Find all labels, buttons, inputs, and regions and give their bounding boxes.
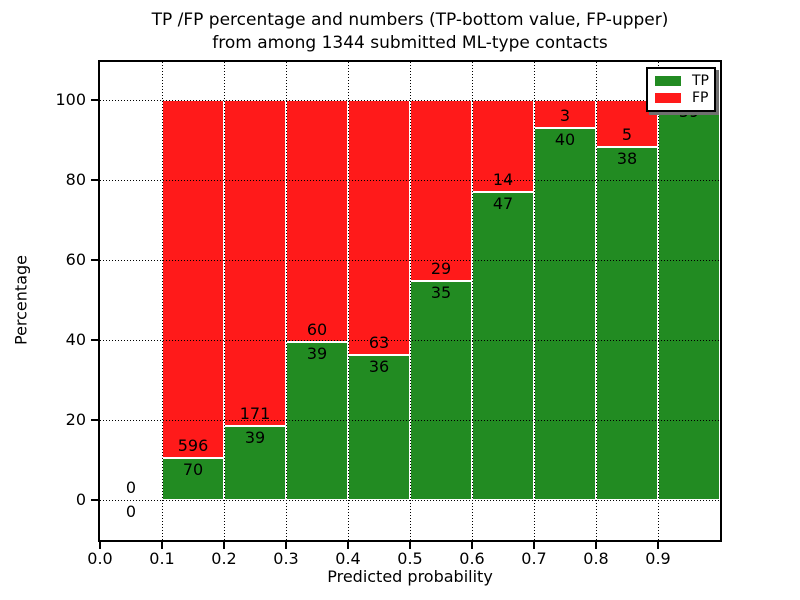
plot-area: 0059670171396039633629351447340538059 bbox=[100, 62, 720, 540]
legend: TP FP bbox=[646, 67, 716, 112]
bar-segment-tp bbox=[286, 342, 348, 500]
x-tick bbox=[409, 542, 411, 549]
bar-segment-tp bbox=[596, 146, 658, 500]
bar-segment-tp bbox=[472, 191, 534, 500]
bar-label-tp: 36 bbox=[368, 356, 390, 376]
bar-segment-tp bbox=[224, 425, 286, 500]
x-tick bbox=[657, 542, 659, 549]
x-tick-label: 0.0 bbox=[87, 549, 113, 568]
bar-label-fp: 29 bbox=[430, 259, 452, 279]
x-tick-label: 0.5 bbox=[397, 549, 423, 568]
bar-segment-tp bbox=[410, 281, 472, 500]
bar-segment-tp bbox=[162, 457, 224, 500]
legend-swatch-tp bbox=[655, 75, 681, 86]
bar-label-tp: 0 bbox=[125, 502, 137, 521]
bar-segment-tp bbox=[348, 354, 410, 500]
y-tick bbox=[91, 339, 98, 341]
x-tick bbox=[471, 542, 473, 549]
bar-label-fp: 63 bbox=[368, 332, 390, 352]
y-tick bbox=[91, 499, 98, 501]
bar-label-tp: 70 bbox=[182, 459, 204, 479]
legend-entry-tp: TP bbox=[648, 74, 714, 88]
bar-label-tp: 39 bbox=[244, 427, 266, 447]
chart-title-line1: TP /FP percentage and numbers (TP-bottom… bbox=[151, 10, 669, 30]
x-tick-label: 0.2 bbox=[211, 549, 237, 568]
bar-label-tp: 39 bbox=[306, 344, 328, 364]
bar-label-tp: 40 bbox=[554, 129, 576, 149]
x-tick bbox=[595, 542, 597, 549]
legend-label-tp: TP bbox=[692, 72, 709, 89]
gridline-vertical bbox=[348, 62, 349, 540]
x-tick-label: 0.6 bbox=[459, 549, 485, 568]
bar-label-tp: 38 bbox=[616, 148, 638, 168]
y-tick-label: 0 bbox=[75, 490, 86, 509]
chart-title: TP /FP percentage and numbers (TP-bottom… bbox=[100, 9, 720, 55]
y-tick bbox=[91, 419, 98, 421]
x-tick-label: 0.7 bbox=[521, 549, 547, 568]
chart-title-line2: from among 1344 submitted ML-type contac… bbox=[212, 33, 608, 53]
bar-label-tp: 47 bbox=[492, 193, 514, 213]
gridline-vertical bbox=[472, 62, 473, 540]
x-tick bbox=[223, 542, 225, 549]
x-tick-label: 0.8 bbox=[583, 549, 609, 568]
x-tick-label: 0.3 bbox=[273, 549, 299, 568]
x-tick bbox=[347, 542, 349, 549]
bar-segment-fp bbox=[286, 100, 348, 343]
bar-segment-tp bbox=[658, 100, 720, 500]
bar-label-fp: 171 bbox=[239, 403, 271, 423]
bar-label-fp: 0 bbox=[125, 478, 137, 497]
bar-label-tp: 35 bbox=[430, 283, 452, 303]
bar-label-fp: 14 bbox=[492, 169, 514, 189]
gridline-vertical bbox=[410, 62, 411, 540]
legend-label-fp: FP bbox=[692, 90, 709, 107]
x-axis-label: Predicted probability bbox=[327, 567, 493, 586]
gridline-vertical bbox=[162, 62, 163, 540]
gridline-vertical bbox=[534, 62, 535, 540]
x-tick-label: 0.9 bbox=[645, 549, 671, 568]
gridline-vertical bbox=[224, 62, 225, 540]
x-tick-label: 0.1 bbox=[149, 549, 175, 568]
bar-segment-fp bbox=[162, 100, 224, 458]
gridline-vertical bbox=[596, 62, 597, 540]
x-tick bbox=[533, 542, 535, 549]
y-tick bbox=[91, 179, 98, 181]
y-tick-label: 100 bbox=[55, 90, 86, 109]
legend-entry-fp: FP bbox=[648, 91, 714, 105]
y-tick-label: 20 bbox=[65, 410, 86, 429]
legend-swatch-fp bbox=[655, 93, 681, 104]
bar-label-fp: 5 bbox=[621, 124, 633, 144]
y-tick-label: 80 bbox=[65, 170, 86, 189]
y-tick-label: 40 bbox=[65, 330, 86, 349]
y-tick-label: 60 bbox=[65, 250, 86, 269]
gridline-vertical bbox=[286, 62, 287, 540]
bar-segment-tp bbox=[534, 127, 596, 500]
bar-segment-fp bbox=[348, 100, 410, 355]
gridline-vertical bbox=[658, 62, 659, 540]
y-axis-label: Percentage bbox=[11, 254, 31, 346]
x-tick bbox=[161, 542, 163, 549]
x-tick bbox=[285, 542, 287, 549]
y-tick bbox=[91, 259, 98, 261]
bar-segment-fp bbox=[224, 100, 286, 426]
y-tick bbox=[91, 99, 98, 101]
x-tick-label: 0.4 bbox=[335, 549, 361, 568]
bar-label-fp: 60 bbox=[306, 320, 328, 340]
bar-label-fp: 596 bbox=[177, 435, 209, 455]
bar-segment-fp bbox=[410, 100, 472, 282]
x-tick bbox=[99, 542, 101, 549]
bar-label-fp: 3 bbox=[559, 105, 571, 125]
